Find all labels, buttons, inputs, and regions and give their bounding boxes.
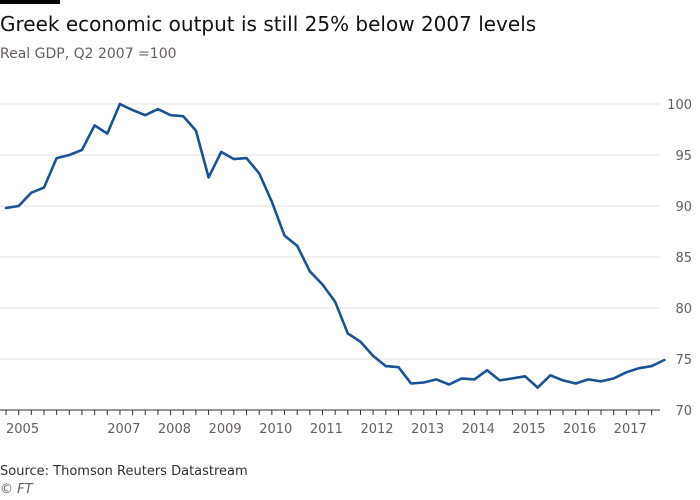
x-tick-label: 2010 bbox=[259, 422, 292, 437]
y-tick-label: 70 bbox=[675, 404, 692, 419]
chart-subtitle: Real GDP, Q2 2007 =100 bbox=[0, 46, 177, 62]
line-chart: 70 75 80 85 90 95 100 2005 2007 2008 2009 2010 2011 2… bbox=[0, 98, 692, 437]
y-tick-label: 95 bbox=[675, 149, 692, 164]
x-tick-label: 2009 bbox=[209, 422, 242, 437]
x-tick-label: 2013 bbox=[411, 422, 444, 437]
x-tick-label: 2005 bbox=[6, 422, 39, 437]
y-tick-label: 90 bbox=[675, 200, 692, 215]
top-rule bbox=[0, 0, 60, 4]
x-tick-label: 2016 bbox=[563, 422, 596, 437]
credit: © FT bbox=[0, 482, 33, 497]
x-tick-label: 2014 bbox=[462, 422, 495, 437]
source-note: Source: Thomson Reuters Datastream bbox=[0, 464, 248, 479]
series-line bbox=[4, 102, 666, 389]
chart-title: Greek economic output is still 25% below… bbox=[0, 12, 537, 36]
x-tick-label: 2015 bbox=[512, 422, 545, 437]
x-tick-label: 2017 bbox=[614, 422, 647, 437]
x-tick-label: 2011 bbox=[310, 422, 343, 437]
y-tick-label: 75 bbox=[675, 353, 692, 368]
y-tick-label: 100 bbox=[667, 98, 692, 113]
x-tick-label: 2012 bbox=[360, 422, 393, 437]
y-tick-label: 80 bbox=[675, 302, 692, 317]
x-tick-label: 2007 bbox=[107, 422, 140, 437]
y-tick-label: 85 bbox=[675, 251, 692, 266]
x-tick-label: 2008 bbox=[158, 422, 191, 437]
